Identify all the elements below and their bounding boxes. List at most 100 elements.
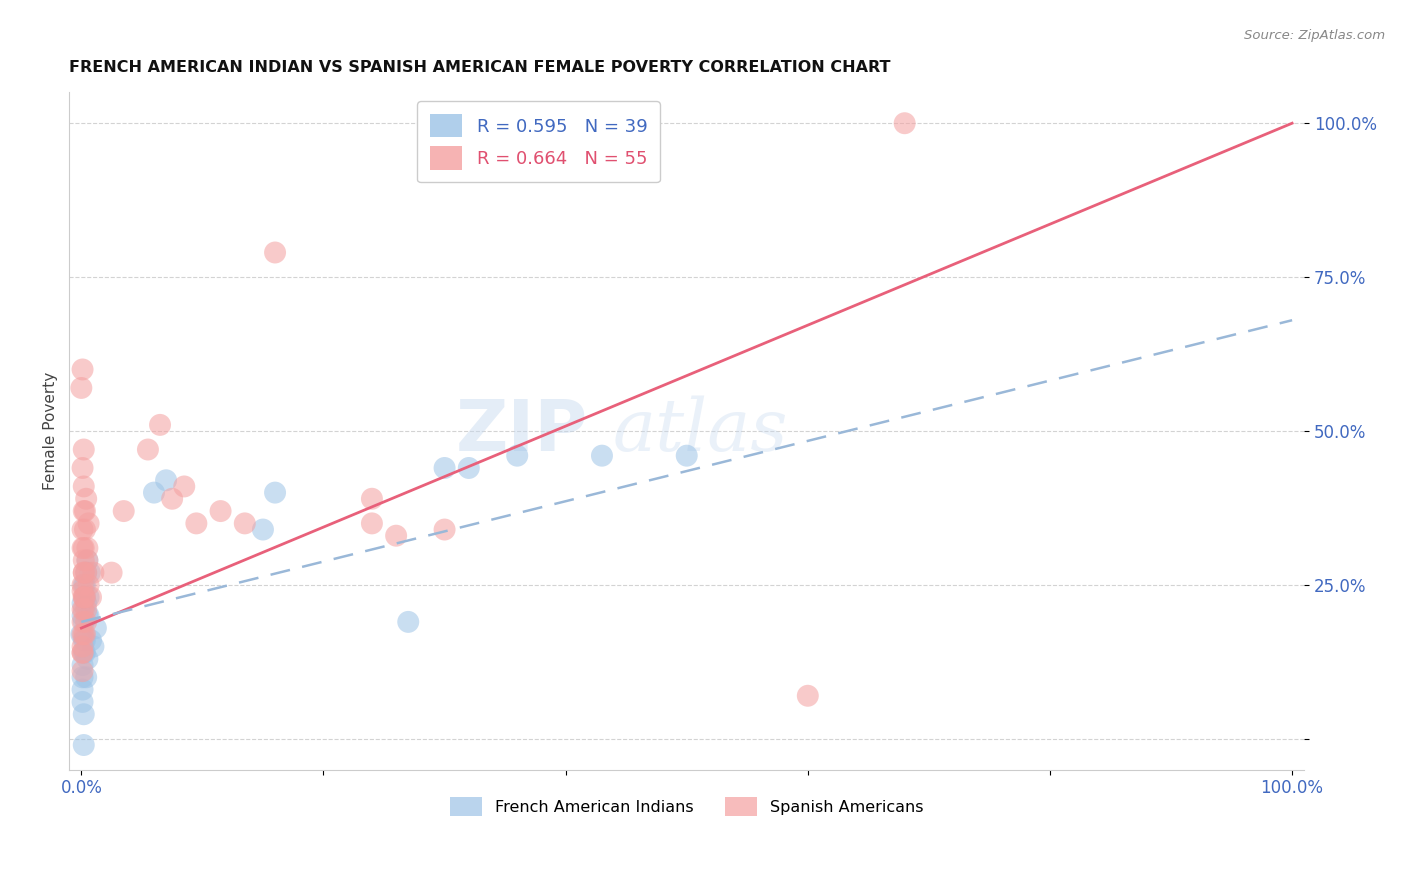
Point xyxy=(73,646,96,660)
Point xyxy=(73,479,96,493)
Text: ZIP: ZIP xyxy=(456,397,588,466)
Point xyxy=(79,566,101,580)
Point xyxy=(73,553,96,567)
Point xyxy=(252,523,274,537)
Point xyxy=(72,362,94,376)
Point xyxy=(433,461,456,475)
Point xyxy=(82,640,104,654)
Point xyxy=(75,602,97,616)
Point xyxy=(72,695,94,709)
Point xyxy=(100,566,122,580)
Point xyxy=(457,461,479,475)
Point xyxy=(76,553,98,567)
Point xyxy=(233,516,256,531)
Point xyxy=(75,670,97,684)
Point xyxy=(264,485,287,500)
Point xyxy=(143,485,166,500)
Point xyxy=(80,591,103,605)
Point xyxy=(73,442,96,457)
Point xyxy=(797,689,820,703)
Point xyxy=(80,633,103,648)
Point xyxy=(73,523,96,537)
Point xyxy=(160,491,183,506)
Point xyxy=(675,449,697,463)
Point xyxy=(73,707,96,722)
Point xyxy=(73,633,96,648)
Y-axis label: Female Poverty: Female Poverty xyxy=(44,372,58,491)
Point xyxy=(70,627,93,641)
Point xyxy=(209,504,232,518)
Point xyxy=(72,664,94,678)
Point xyxy=(361,516,384,531)
Point xyxy=(73,591,96,605)
Point xyxy=(112,504,135,518)
Point xyxy=(893,116,915,130)
Point xyxy=(73,541,96,555)
Point xyxy=(136,442,159,457)
Text: Source: ZipAtlas.com: Source: ZipAtlas.com xyxy=(1244,29,1385,43)
Point xyxy=(77,578,100,592)
Point xyxy=(73,738,96,752)
Point xyxy=(77,591,100,605)
Point xyxy=(75,491,97,506)
Point xyxy=(75,566,97,580)
Point xyxy=(73,615,96,629)
Point xyxy=(264,245,287,260)
Point xyxy=(76,553,98,567)
Point xyxy=(72,640,94,654)
Point xyxy=(75,566,97,580)
Point xyxy=(73,633,96,648)
Point xyxy=(73,627,96,641)
Point xyxy=(186,516,208,531)
Point xyxy=(73,591,96,605)
Point xyxy=(72,541,94,555)
Point xyxy=(76,541,98,555)
Point xyxy=(77,516,100,531)
Point xyxy=(72,627,94,641)
Point xyxy=(72,578,94,592)
Point xyxy=(73,504,96,518)
Point xyxy=(591,449,613,463)
Point xyxy=(506,449,529,463)
Point xyxy=(72,658,94,673)
Legend: French American Indians, Spanish Americans: French American Indians, Spanish America… xyxy=(443,790,929,822)
Point xyxy=(73,578,96,592)
Point xyxy=(73,602,96,616)
Point xyxy=(72,615,94,629)
Point xyxy=(149,417,172,432)
Point xyxy=(72,461,94,475)
Point xyxy=(173,479,195,493)
Point xyxy=(72,670,94,684)
Point xyxy=(72,646,94,660)
Point xyxy=(72,584,94,599)
Point xyxy=(77,608,100,623)
Point xyxy=(73,578,96,592)
Point xyxy=(72,682,94,697)
Point xyxy=(75,596,97,610)
Point xyxy=(72,523,94,537)
Point xyxy=(73,566,96,580)
Point xyxy=(155,473,177,487)
Point xyxy=(72,602,94,616)
Point xyxy=(75,615,97,629)
Point xyxy=(361,491,384,506)
Point xyxy=(73,627,96,641)
Point xyxy=(73,591,96,605)
Point xyxy=(73,504,96,518)
Point xyxy=(73,566,96,580)
Point xyxy=(72,646,94,660)
Point xyxy=(84,621,107,635)
Point xyxy=(70,381,93,395)
Point xyxy=(385,529,408,543)
Point xyxy=(72,608,94,623)
Point xyxy=(396,615,419,629)
Point xyxy=(76,652,98,666)
Point xyxy=(433,523,456,537)
Point xyxy=(76,608,98,623)
Point xyxy=(82,566,104,580)
Text: FRENCH AMERICAN INDIAN VS SPANISH AMERICAN FEMALE POVERTY CORRELATION CHART: FRENCH AMERICAN INDIAN VS SPANISH AMERIC… xyxy=(69,60,891,75)
Point xyxy=(72,596,94,610)
Text: atlas: atlas xyxy=(613,396,789,467)
Point xyxy=(73,646,96,660)
Point xyxy=(73,591,96,605)
